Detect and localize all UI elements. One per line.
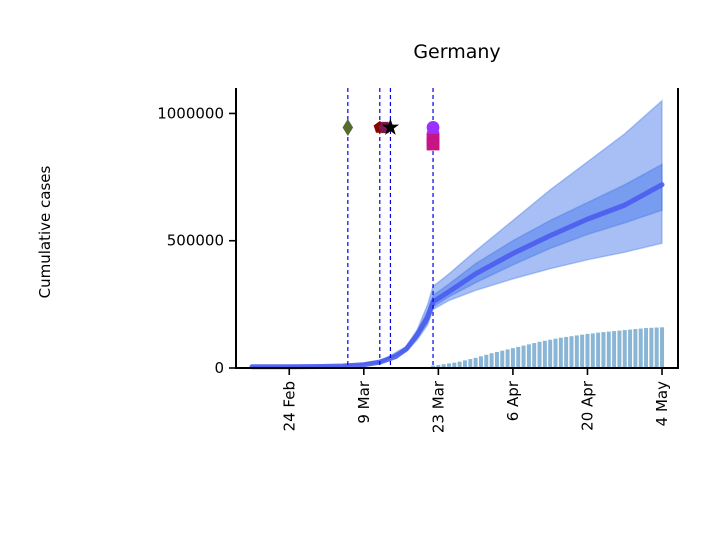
- bar: [478, 356, 483, 368]
- bar: [462, 360, 467, 368]
- bar: [606, 331, 611, 368]
- bar: [484, 354, 489, 368]
- bar: [505, 349, 510, 368]
- bar: [510, 348, 515, 368]
- x-tick-label: 24 Feb: [280, 381, 298, 431]
- bar: [526, 344, 531, 368]
- bar: [452, 362, 457, 368]
- bar: [516, 346, 521, 368]
- event-marker: [342, 118, 354, 137]
- bar: [654, 327, 659, 368]
- bar: [617, 330, 622, 368]
- event-marker: [426, 137, 440, 151]
- bar: [580, 334, 585, 368]
- bar: [558, 337, 563, 368]
- bar: [500, 350, 505, 368]
- bar: [553, 338, 558, 368]
- bar: [585, 333, 590, 368]
- bar: [638, 328, 643, 368]
- bar: [468, 359, 473, 368]
- y-tick-label: 1000000: [157, 104, 224, 122]
- bar: [457, 361, 462, 368]
- y-tick-label: 500000: [167, 232, 224, 250]
- bar: [489, 353, 494, 368]
- bar: [633, 329, 638, 368]
- bar: [537, 341, 542, 368]
- x-tick-label: 6 Apr: [504, 380, 522, 421]
- bar: [447, 363, 452, 368]
- bar: [628, 329, 633, 368]
- plot-area: [249, 88, 665, 370]
- x-tick-label: 20 Apr: [579, 380, 597, 431]
- chart-title: Germany: [413, 41, 500, 63]
- bar: [494, 351, 499, 368]
- bar: [622, 330, 627, 368]
- x-tick-label: 4 May: [653, 381, 671, 426]
- bar: [441, 364, 446, 368]
- bar: [612, 331, 617, 368]
- bar: [574, 335, 579, 368]
- confidence-band: [251, 99, 663, 368]
- bar: [473, 357, 478, 368]
- bar: [564, 336, 569, 368]
- x-tick-label: 23 Mar: [429, 380, 447, 433]
- x-tick-label: 9 Mar: [355, 380, 373, 423]
- axes: 0 500000 1000000 24 Feb 9 Mar 23 Mar 6 Apr 20 A…: [157, 88, 679, 433]
- bar: [521, 345, 526, 368]
- bar: [660, 327, 665, 368]
- bar: [649, 327, 654, 368]
- bar: [542, 340, 547, 368]
- bar: [569, 336, 574, 368]
- y-axis-label: Cumulative cases: [36, 165, 54, 298]
- bar: [644, 328, 649, 368]
- bar: [431, 365, 436, 368]
- bar: [590, 333, 595, 368]
- bar: [532, 343, 537, 368]
- bar: [436, 364, 441, 368]
- bar: [596, 332, 601, 368]
- event-marker: [381, 118, 400, 135]
- bar: [548, 339, 553, 368]
- series-line: [249, 182, 665, 370]
- bar: [601, 332, 606, 368]
- y-tick-label: 0: [214, 359, 224, 377]
